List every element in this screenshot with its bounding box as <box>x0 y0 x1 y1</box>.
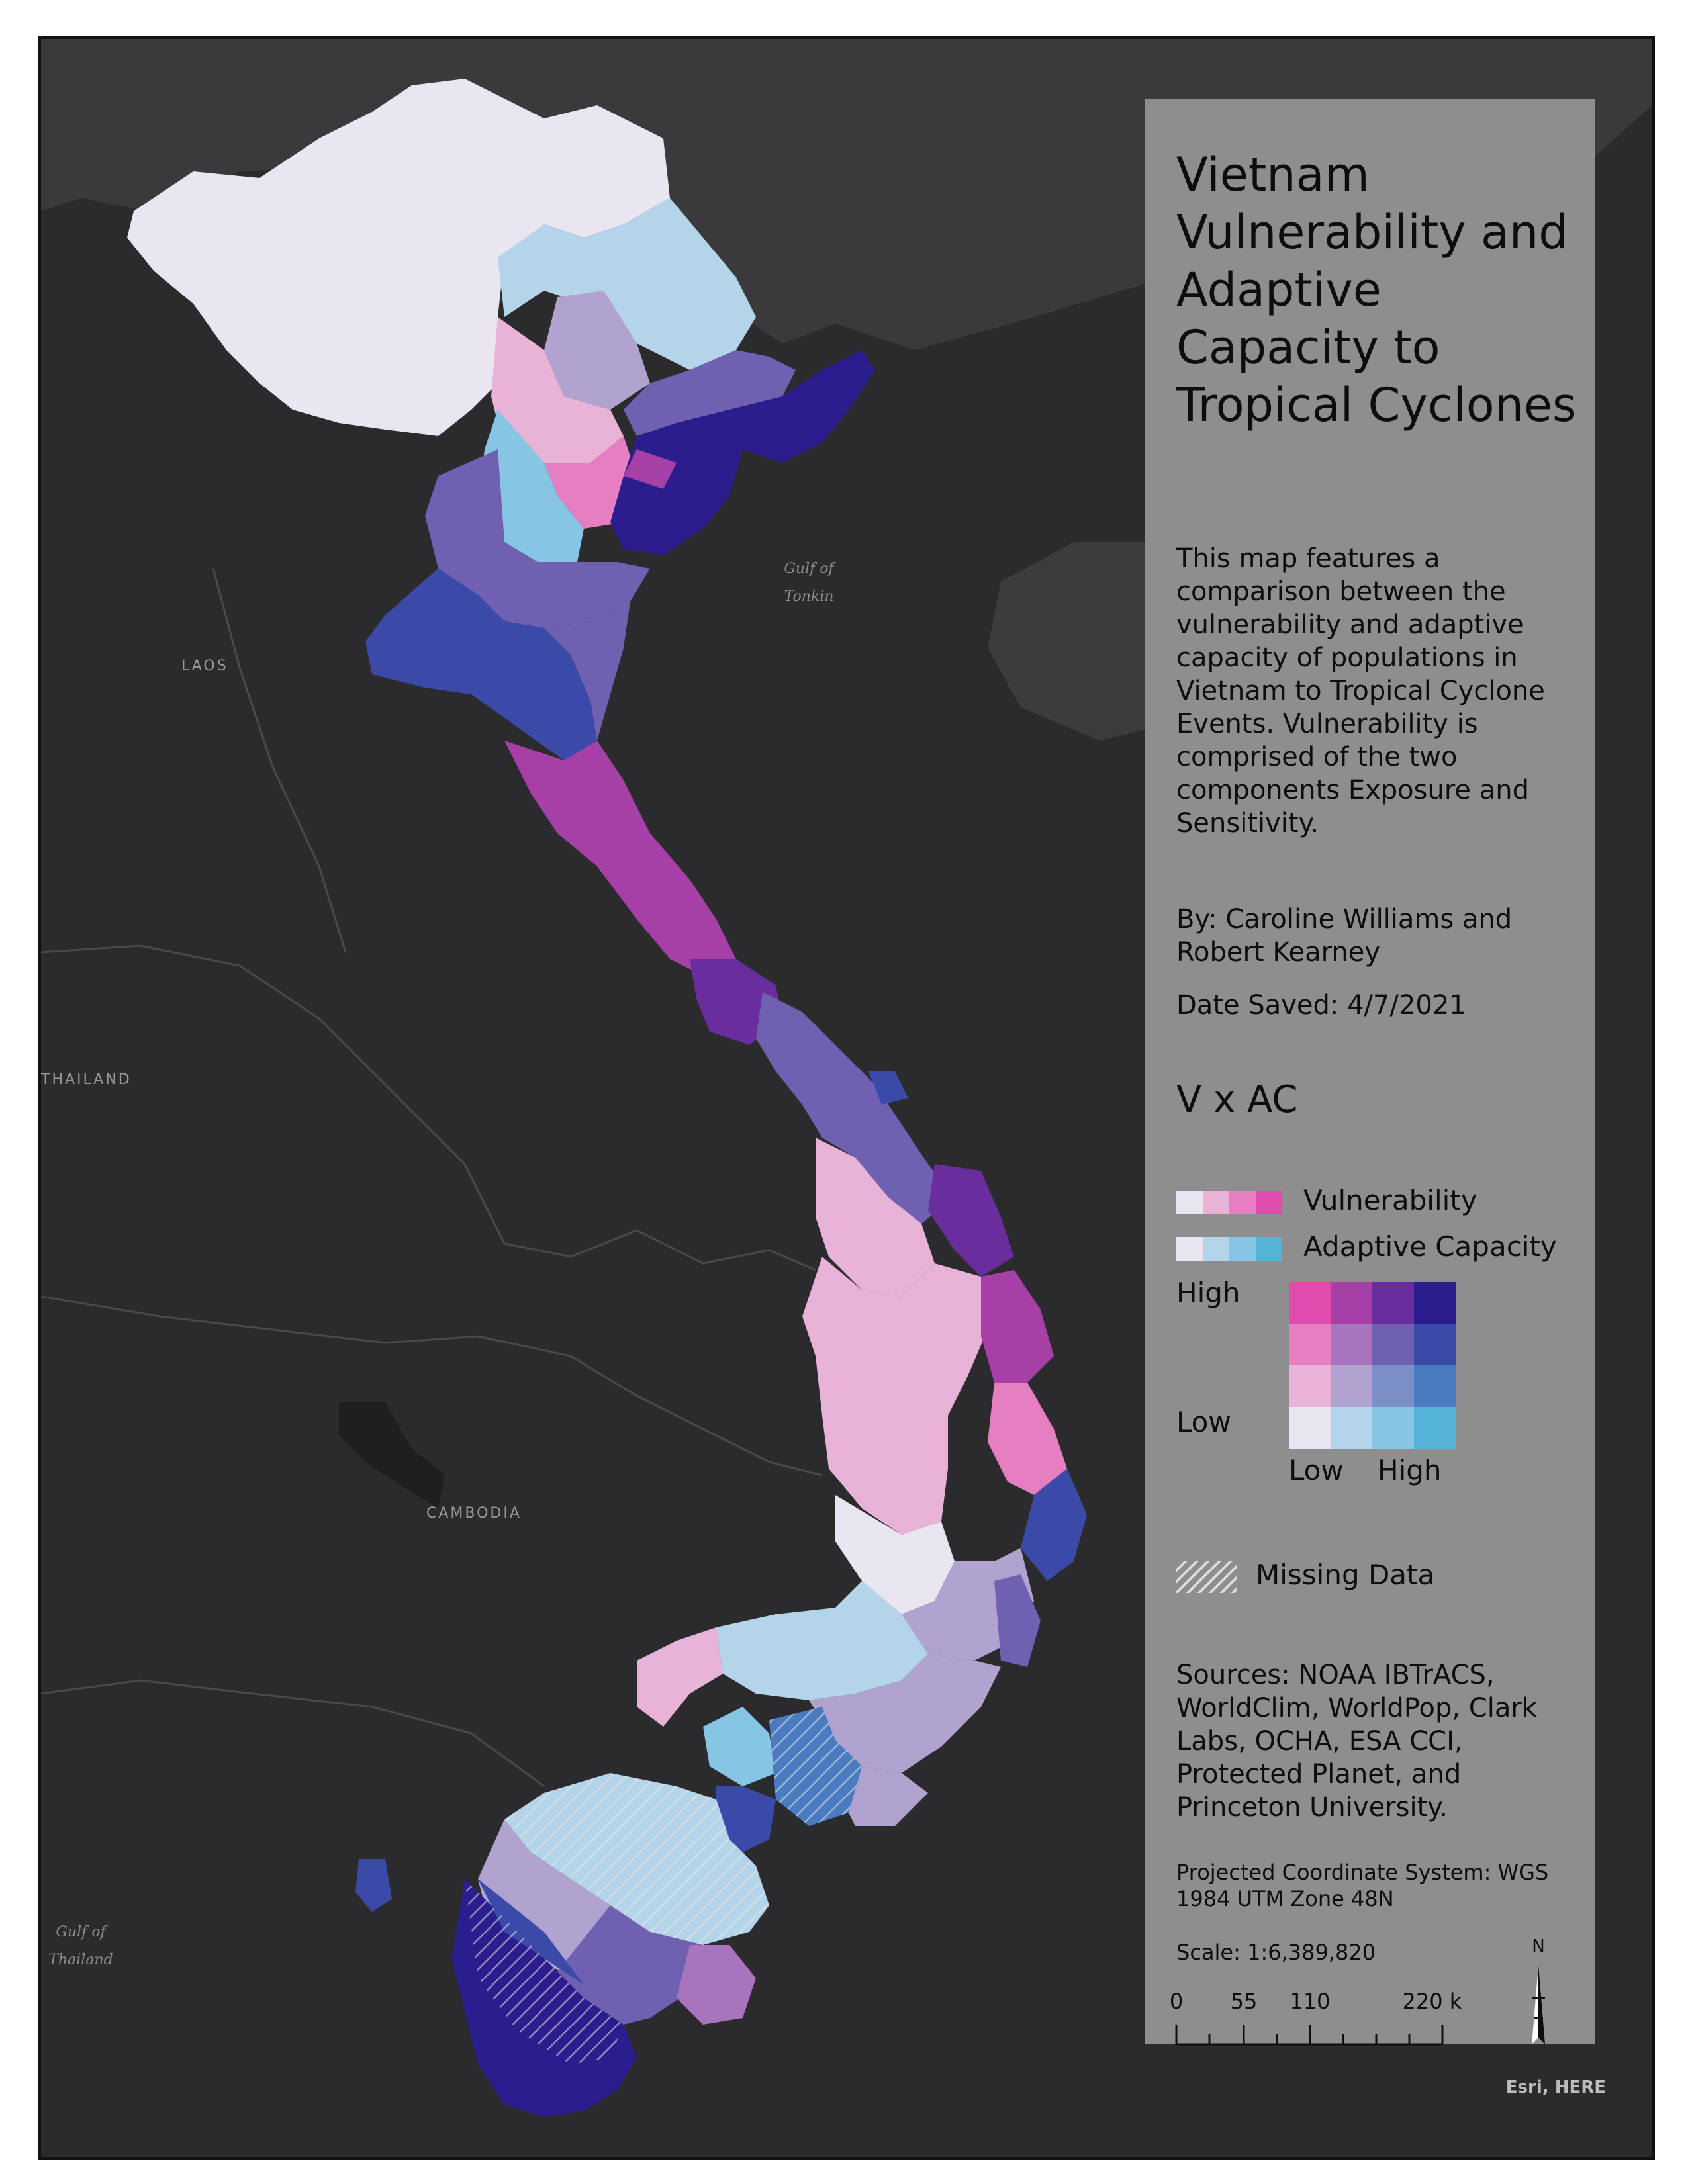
gulf-of-tonkin-label: Gulf of Tonkin <box>769 555 849 611</box>
gulf-of-thailand-label: Gulf of Thailand <box>41 1919 120 1974</box>
bivariate-cell-0-1 <box>1331 1282 1372 1324</box>
bivariate-cell-1-2 <box>1372 1324 1414 1365</box>
gulf-of-tonkin-line-1: Gulf of <box>784 561 834 577</box>
vulnerability-swatch-1 <box>1203 1191 1229 1214</box>
map-description: This map features a comparison between t… <box>1176 543 1545 839</box>
missing-data-swatch <box>1176 1561 1237 1593</box>
lakes <box>339 1402 445 1508</box>
y-axis-high-label: High <box>1176 1277 1241 1309</box>
x-axis-high-label: High <box>1378 1454 1442 1486</box>
bivariate-cell-3-3 <box>1414 1407 1456 1449</box>
map-title: Vietnam Vulnerability and Adaptive Capac… <box>1176 148 1577 432</box>
y-axis-low-label: Low <box>1176 1406 1231 1438</box>
bivariate-cell-3-1 <box>1331 1407 1372 1449</box>
basemap-boundaries <box>41 568 823 1788</box>
vulnerability-swatch-2 <box>1229 1191 1256 1214</box>
vulnerability-label: Vulnerability <box>1303 1184 1477 1216</box>
adaptive-capacity-ramp <box>1176 1237 1282 1261</box>
bivariate-cell-1-0 <box>1289 1324 1331 1365</box>
bivariate-cell-2-2 <box>1372 1365 1414 1407</box>
gulf-of-thailand-line-1: Gulf of <box>56 1924 106 1940</box>
bivariate-cell-3-2 <box>1372 1407 1414 1449</box>
scalebar-tick-220: 220 km <box>1403 1989 1462 2014</box>
map-frame: LAOS THAILAND CAMBODIA Gulf of Tonkin Gu… <box>38 36 1655 2160</box>
scalebar-tick-0: 0 <box>1171 1989 1183 2014</box>
north-arrow-icon: N <box>1532 1936 1545 2044</box>
attribution-credit: Esri, HERE <box>1505 2077 1606 2097</box>
bivariate-cell-0-3 <box>1414 1282 1456 1324</box>
scale-bar: 0 55 110 220 km <box>1171 1989 1462 2046</box>
laos-label: LAOS <box>181 658 228 674</box>
author-byline: By: Caroline Williams and Robert Kearney <box>1176 904 1513 968</box>
gulf-of-tonkin-line-2: Tonkin <box>784 588 834 605</box>
scale-text: Scale: 1:6,389,820 <box>1176 1940 1376 1965</box>
thailand-label: THAILAND <box>41 1071 132 1088</box>
vulnerability-ramp <box>1176 1191 1282 1214</box>
gulf-of-thailand-line-2: Thailand <box>48 1952 113 1968</box>
bivariate-cell-2-0 <box>1289 1365 1331 1407</box>
date-saved: Date Saved: 4/7/2021 <box>1176 990 1466 1021</box>
adaptive-capacity-swatch-1 <box>1203 1237 1229 1261</box>
bivariate-cell-1-3 <box>1414 1324 1456 1365</box>
scalebar-line <box>1175 2025 1444 2046</box>
projection-text: Projected Coordinate System: WGS 1984 UT… <box>1176 1860 1549 1911</box>
sources-text: Sources: NOAA IBTrACS, WorldClim, WorldP… <box>1176 1660 1537 1823</box>
bivariate-cell-3-0 <box>1289 1407 1331 1449</box>
cambodia-label: CAMBODIA <box>426 1505 522 1522</box>
legend-panel: Vietnam Vulnerability and Adaptive Capac… <box>1145 99 1595 2046</box>
bivariate-cell-1-1 <box>1331 1324 1372 1365</box>
adaptive-capacity-swatch-3 <box>1256 1237 1282 1261</box>
missing-data-label: Missing Data <box>1256 1559 1435 1591</box>
x-axis-low-label: Low <box>1289 1454 1344 1486</box>
adaptive-capacity-swatch-2 <box>1229 1237 1256 1261</box>
bivariate-cell-2-3 <box>1414 1365 1456 1407</box>
adaptive-capacity-swatch-0 <box>1176 1237 1203 1261</box>
bivariate-cell-0-2 <box>1372 1282 1414 1324</box>
bivariate-cell-0-0 <box>1289 1282 1331 1324</box>
north-label: N <box>1532 1936 1544 1956</box>
bivariate-legend-grid <box>1289 1282 1456 1449</box>
vulnerability-swatch-3 <box>1256 1191 1282 1214</box>
scalebar-tick-110: 110 <box>1289 1989 1330 2014</box>
legend-title: V x AC <box>1176 1078 1298 1121</box>
vulnerability-swatch-0 <box>1176 1191 1203 1214</box>
vietnam-provinces <box>127 79 1087 2117</box>
bivariate-cell-2-1 <box>1331 1365 1372 1407</box>
scalebar-tick-55: 55 <box>1231 1989 1258 2014</box>
adaptive-capacity-label: Adaptive Capacity <box>1303 1230 1557 1263</box>
